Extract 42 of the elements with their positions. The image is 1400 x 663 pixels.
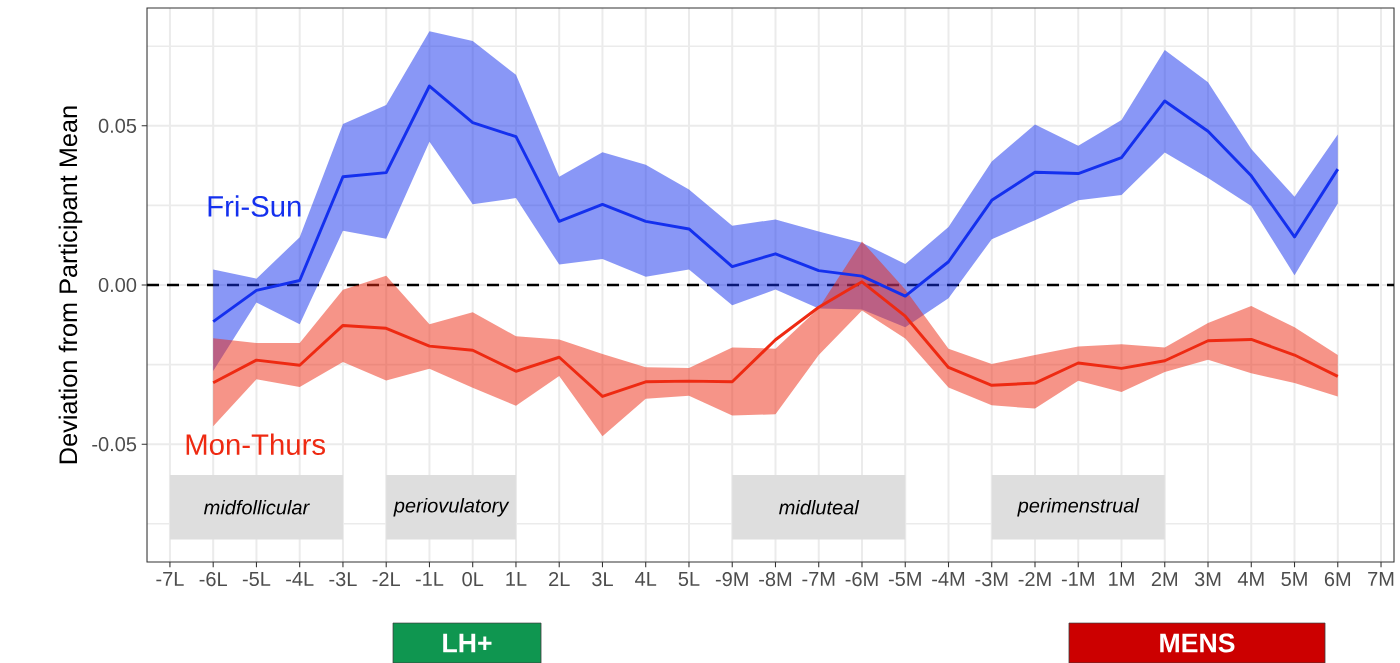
x-tick-label: 0L [462,572,484,587]
band-label: midluteal [779,499,860,515]
x-tick-label: 7M [1368,572,1394,586]
x-tick-label: -1M [1061,572,1094,586]
x-tick-label: -3L [329,572,357,587]
y-tick-label: -0.05 [92,437,137,452]
x-tick-label: 3L [592,572,613,587]
x-tick-label: -4L [286,572,314,586]
text: LH+ [443,633,492,653]
text: MENS [1160,633,1235,653]
band-label: perimenstrual [1017,497,1140,517]
x-tick-label: -4M [932,572,965,586]
x-tick-label: -2M [1018,572,1051,586]
band-label: midfollicular [203,499,310,515]
x-tick-label: -5M [888,572,921,586]
x-tick-label: 1L [506,572,527,586]
y-tick-label: 0.00 [98,277,137,293]
band-label: periovulatory [393,497,510,517]
x-tick-label: -8M [759,572,792,587]
y-axis-title: Deviation from Participant Mean [58,106,83,464]
x-tick-label: -5L [242,572,271,586]
x-tick-label: -6M [845,572,878,587]
x-tick-label: 2M [1151,572,1177,586]
x-tick-label: 4L [635,572,657,586]
x-tick-label: 4M [1237,572,1264,586]
line-series [211,280,1340,398]
series-label: Fri-Sun [208,195,301,217]
series-label: Mon-Thurs [186,433,325,455]
x-tick-label: 2L [549,572,570,586]
x-tick-label: -9M [715,572,748,587]
x-tick-label: -6L [199,572,227,587]
x-tick-label: 5L [678,572,700,586]
y-tick-label: 0.05 [98,118,137,133]
x-tick-label: -7M [802,572,835,586]
x-tick-label: 3M [1194,572,1221,587]
x-tick-label: 5M [1281,572,1307,586]
x-tick-label: -2L [372,572,400,586]
x-tick-label: 6M [1324,572,1351,587]
x-tick-label: -1L [415,572,444,586]
x-tick-label: 1M [1109,572,1134,586]
x-tick-label: -3M [975,572,1008,587]
x-tick-label: -7L [156,572,184,586]
